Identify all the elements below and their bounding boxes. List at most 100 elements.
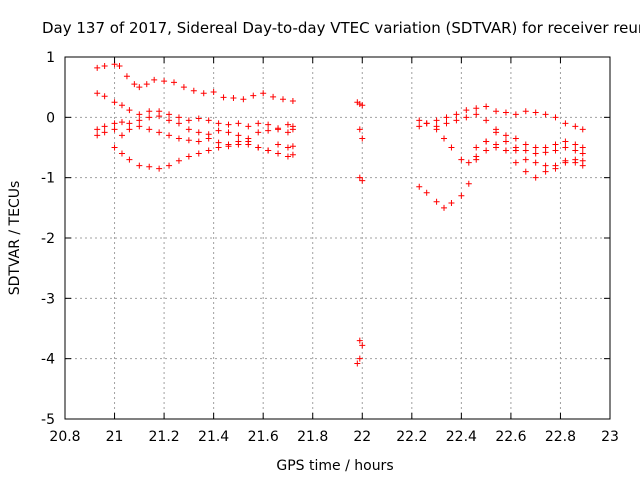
data-point [562,157,569,164]
data-point [502,138,509,145]
series-track-f [354,99,366,367]
data-point [126,107,133,114]
data-point [94,90,101,97]
data-point [502,147,509,154]
data-point [448,200,455,207]
data-point [356,337,363,344]
data-point [542,149,549,156]
data-point [579,126,586,133]
data-point [166,111,173,118]
data-point [166,162,173,169]
x-tick-label: 22.2 [396,429,427,445]
data-point [441,135,448,142]
data-point [522,156,529,163]
y-tick-label: -3 [41,291,55,307]
data-point [552,162,559,169]
data-point [284,153,291,160]
data-point [123,73,130,80]
data-point [185,126,192,133]
data-point [111,120,118,127]
data-point [185,117,192,124]
data-point [458,192,465,199]
x-tick-label: 21.4 [198,429,229,445]
data-point [562,144,569,151]
data-point [289,151,296,158]
data-point [195,138,202,145]
data-point [572,159,579,166]
data-point [502,109,509,116]
data-point [175,120,182,127]
series-track-k [473,138,586,181]
data-point [473,105,480,112]
x-tick-label: 21 [106,429,124,445]
data-point [101,63,108,70]
data-point [416,123,423,130]
data-point [175,114,182,121]
data-point [572,141,579,148]
data-point [260,90,267,97]
data-point [542,162,549,169]
data-point [483,138,490,145]
data-point [284,144,291,151]
y-tick-label: -2 [41,231,55,247]
data-point [195,150,202,157]
x-tick-label: 20.8 [49,429,80,445]
data-point [161,78,168,85]
x-tick-label: 22.4 [446,429,477,445]
data-point [136,111,143,118]
data-point [250,92,257,99]
axis-ticks: 20.8 21 21.2 21.4 21.6 21.8 22 22.2 22.4 22.6 22.8… [41,50,619,445]
data-point [433,126,440,133]
data-point [359,177,366,184]
data-point [166,132,173,139]
y-tick-label: 0 [46,110,55,126]
data-point [512,159,519,166]
data-point [151,76,158,83]
x-tick-label: 23 [601,429,619,445]
data-point [118,132,125,139]
data-points [94,61,586,367]
data-point [220,94,227,101]
data-point [512,111,519,118]
data-point [136,117,143,124]
data-point [111,99,118,106]
y-axis-label: SDTVAR / TECUs [7,181,23,296]
data-point [465,159,472,166]
data-point [483,103,490,110]
data-point [255,144,262,151]
data-point [143,81,150,88]
data-point [284,121,291,128]
data-point [493,141,500,148]
data-point [94,126,101,133]
data-point [215,127,222,134]
data-point [522,147,529,154]
data-point [579,144,586,151]
data-point [532,159,539,166]
chart-title: Day 137 of 2017, Sidereal Day-to-day VTE… [42,19,640,37]
data-point [562,138,569,145]
data-point [572,123,579,130]
data-point [131,81,138,88]
data-point [175,157,182,164]
data-point [356,174,363,181]
data-point [522,141,529,148]
data-point [255,129,262,136]
data-point [448,144,455,151]
data-point [230,95,237,102]
data-point [512,147,519,154]
data-point [416,183,423,190]
data-point [111,126,118,133]
data-point [483,117,490,124]
data-point [579,150,586,157]
data-point [465,180,472,187]
data-point [493,108,500,115]
data-point [423,120,430,127]
data-point [275,150,282,157]
series-track-b [94,90,296,132]
data-point [146,126,153,133]
data-point [118,119,125,126]
data-point [552,141,559,148]
data-point [200,90,207,97]
data-point [215,144,222,151]
